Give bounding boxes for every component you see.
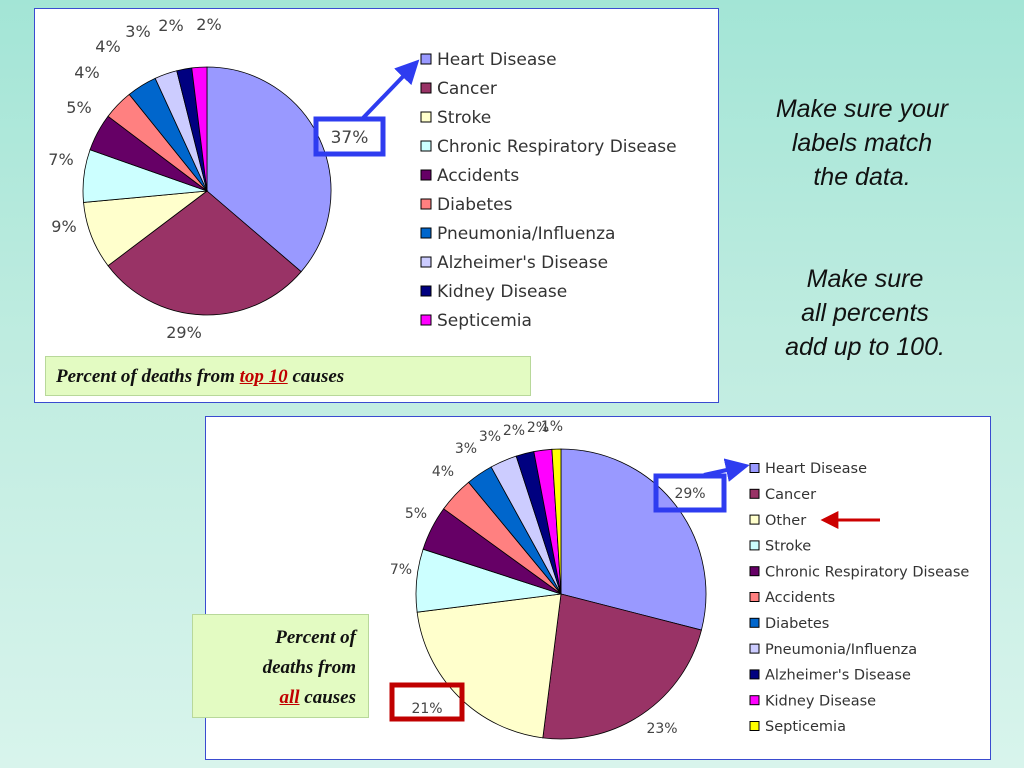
slice-percent-label: 3% xyxy=(479,429,501,445)
caption-suffix: causes xyxy=(287,366,345,387)
legend-label: Chronic Respiratory Disease xyxy=(765,564,969,580)
legend-swatch xyxy=(420,314,432,326)
legend-swatch xyxy=(420,256,432,268)
legend-label: Alzheimer's Disease xyxy=(765,668,911,684)
legend-swatch xyxy=(420,198,432,210)
highlight-box xyxy=(389,682,465,722)
caption-text: Percent of deaths from xyxy=(56,366,240,387)
legend-label: Diabetes xyxy=(437,195,513,215)
legend-label: Kidney Disease xyxy=(437,282,567,302)
legend-swatch xyxy=(749,592,760,602)
slice-percent-label: 4% xyxy=(95,37,120,56)
note-line: Make sure xyxy=(806,265,924,293)
pie-slice-heart-disease xyxy=(560,448,707,631)
slice-percent-label: 37% xyxy=(331,128,369,148)
legend-label: Pneumonia/Influenza xyxy=(437,224,615,244)
legend-swatch xyxy=(749,463,760,473)
legend-swatch xyxy=(420,53,432,65)
caption-line: deaths from xyxy=(262,657,356,678)
legend-label: Pneumonia/Influenza xyxy=(765,642,917,658)
legend-label: Chronic Respiratory Disease xyxy=(437,137,677,157)
legend-swatch xyxy=(749,488,760,499)
note-labels-match: Make sure your labels match the data. xyxy=(752,92,972,194)
legend-swatch xyxy=(420,82,432,94)
slice-percent-label: 3% xyxy=(125,22,150,41)
legend-swatch xyxy=(749,566,760,577)
slice-percent-label: 2% xyxy=(527,420,549,436)
legend-swatch xyxy=(749,695,760,706)
slice-percent-label: 21% xyxy=(411,701,442,717)
legend-swatch xyxy=(749,514,760,525)
slice-percent-label: 2% xyxy=(503,423,525,439)
legend-label: Cancer xyxy=(437,79,497,99)
caption-suffix: causes xyxy=(299,687,356,708)
pie-slice-cancer xyxy=(107,190,302,316)
callout-arrow xyxy=(703,458,750,482)
legend-label: Stroke xyxy=(765,539,811,555)
note-line: labels match xyxy=(791,129,933,157)
caption-highlight: all xyxy=(279,687,300,708)
slice-percent-label: 4% xyxy=(432,464,454,480)
pie-slice-septicemia xyxy=(551,448,562,595)
note-line: the data. xyxy=(813,163,911,191)
legend-swatch xyxy=(420,227,432,239)
highlight-box xyxy=(653,473,727,513)
legend-swatch xyxy=(749,617,760,628)
legend-swatch xyxy=(420,111,432,123)
caption-highlight: top 10 xyxy=(239,366,288,387)
highlight-box xyxy=(313,116,386,157)
legend-label: Alzheimer's Disease xyxy=(437,253,608,273)
slice-percent-label: 7% xyxy=(48,150,73,169)
legend-label: Accidents xyxy=(765,590,835,606)
legend-swatch xyxy=(749,540,760,551)
legend-label: Septicemia xyxy=(765,719,846,735)
legend-label: Accidents xyxy=(437,166,519,186)
pie-slice-heart-disease xyxy=(206,66,332,273)
legend-label: Other xyxy=(765,513,806,529)
pie-slice-cancer xyxy=(542,593,702,740)
note-line: Make sure your xyxy=(775,95,949,123)
slice-percent-label: 29% xyxy=(166,323,202,342)
slice-percent-label: 3% xyxy=(455,441,477,457)
legend-label: Heart Disease xyxy=(437,50,557,70)
slice-percent-label: 5% xyxy=(405,506,427,522)
slice-percent-label: 5% xyxy=(66,98,91,117)
slice-percent-label: 2% xyxy=(196,15,221,34)
bottom-chart-caption: Percent of deaths from all causes xyxy=(192,614,369,718)
callout-arrow xyxy=(361,59,420,120)
note-line: add up to 100. xyxy=(785,333,945,361)
slice-percent-label: 2% xyxy=(158,16,183,35)
note-line: all percents xyxy=(801,299,929,327)
caption-line: Percent of xyxy=(275,627,356,648)
legend-swatch xyxy=(749,669,760,680)
legend-swatch xyxy=(749,721,760,731)
slice-percent-label: 29% xyxy=(674,486,705,502)
legend-label: Cancer xyxy=(765,487,816,503)
legend-label: Stroke xyxy=(437,108,491,128)
top-chart-caption: Percent of deaths from top 10 causes xyxy=(45,356,531,396)
legend-label: Septicemia xyxy=(437,311,532,331)
legend-swatch xyxy=(749,643,760,654)
legend-label: Kidney Disease xyxy=(765,693,876,709)
legend-swatch xyxy=(420,285,432,297)
legend-swatch xyxy=(420,169,432,181)
slice-percent-label: 4% xyxy=(74,63,99,82)
pie-slice-other xyxy=(416,593,562,739)
pie-slice-septicemia xyxy=(191,66,208,192)
slice-percent-label: 9% xyxy=(51,217,76,236)
legend-swatch xyxy=(420,140,432,152)
slice-percent-label: 23% xyxy=(646,721,677,737)
slice-percent-label: 1% xyxy=(541,419,563,435)
legend-label: Heart Disease xyxy=(765,461,867,477)
legend-label: Diabetes xyxy=(765,616,829,632)
note-add-to-100: Make sure all percents add up to 100. xyxy=(752,262,978,364)
slice-percent-label: 7% xyxy=(390,562,412,578)
